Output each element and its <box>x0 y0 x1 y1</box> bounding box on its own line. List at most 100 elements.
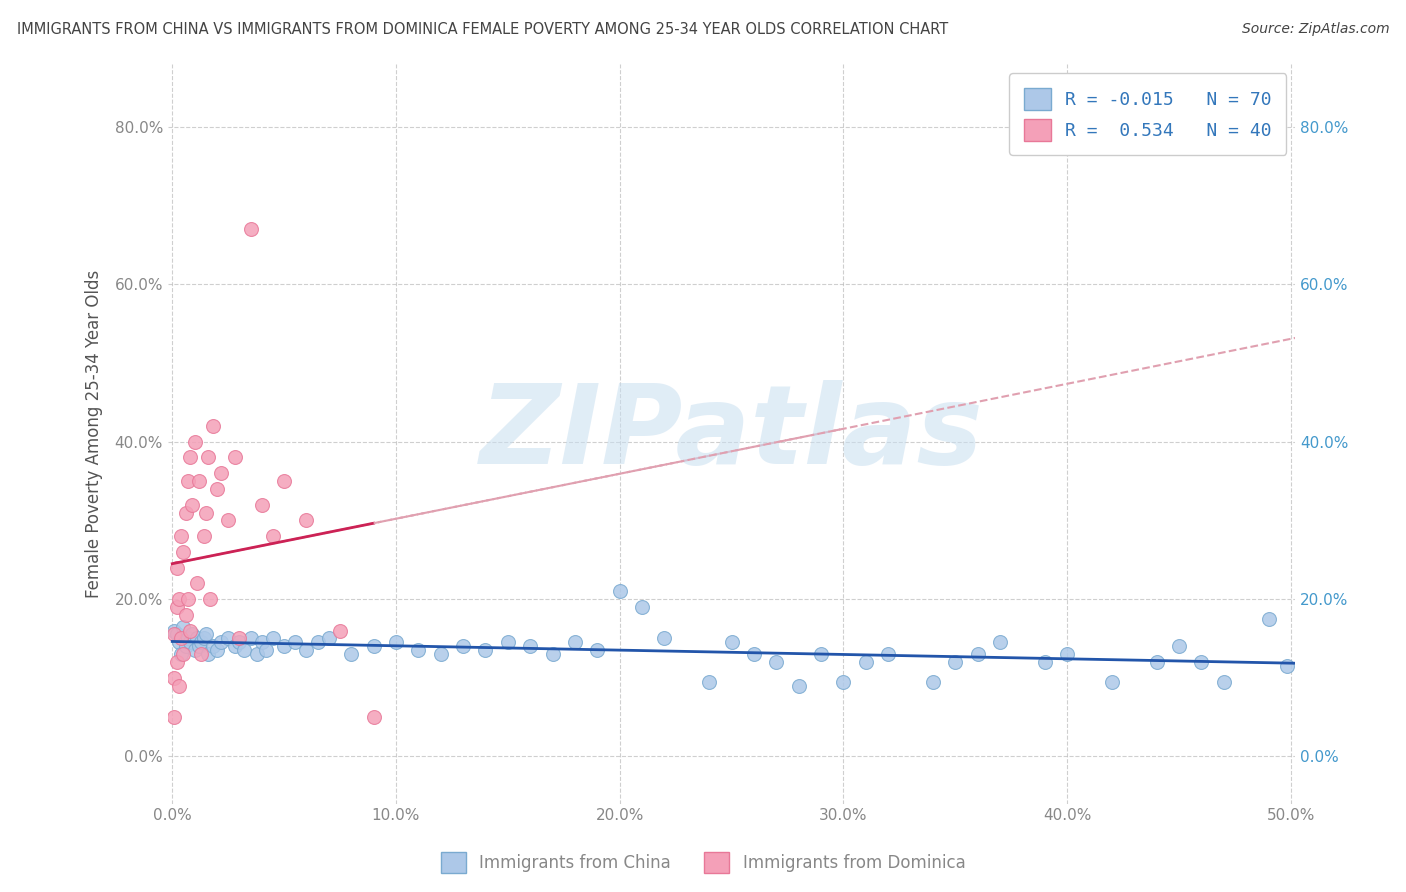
Point <box>224 640 246 654</box>
Point <box>217 632 239 646</box>
Point <box>183 434 205 449</box>
Point <box>174 640 197 654</box>
Point <box>163 624 186 638</box>
Point <box>246 647 269 661</box>
Point <box>166 599 188 614</box>
Point <box>1257 612 1279 626</box>
Point <box>166 560 188 574</box>
Point <box>188 640 211 654</box>
Point <box>166 627 188 641</box>
Point <box>179 635 201 649</box>
Text: Source: ZipAtlas.com: Source: ZipAtlas.com <box>1241 22 1389 37</box>
Point <box>988 635 1011 649</box>
Point <box>172 647 194 661</box>
Point <box>262 529 284 543</box>
Point <box>654 632 676 646</box>
Point <box>787 679 810 693</box>
Point <box>188 474 211 488</box>
Point <box>177 592 200 607</box>
Point <box>855 655 877 669</box>
Point <box>832 674 855 689</box>
Point <box>697 674 720 689</box>
Point <box>284 635 307 649</box>
Point <box>167 592 190 607</box>
Point <box>922 674 945 689</box>
Point <box>810 647 832 661</box>
Point <box>174 506 197 520</box>
Legend: Immigrants from China, Immigrants from Dominica: Immigrants from China, Immigrants from D… <box>434 846 972 880</box>
Point <box>273 640 295 654</box>
Point <box>190 647 212 661</box>
Point <box>1146 655 1168 669</box>
Point <box>163 627 186 641</box>
Point <box>250 635 273 649</box>
Point <box>197 647 219 661</box>
Point <box>167 679 190 693</box>
Point <box>170 632 193 646</box>
Point <box>217 513 239 527</box>
Point <box>166 655 188 669</box>
Point <box>201 640 224 654</box>
Point <box>193 529 215 543</box>
Point <box>224 450 246 465</box>
Point <box>170 529 193 543</box>
Point <box>228 632 250 646</box>
Point <box>609 584 631 599</box>
Point <box>307 635 329 649</box>
Point <box>340 647 363 661</box>
Point <box>496 635 519 649</box>
Point <box>179 624 201 638</box>
Point <box>318 632 340 646</box>
Point <box>177 632 200 646</box>
Point <box>163 710 186 724</box>
Text: IMMIGRANTS FROM CHINA VS IMMIGRANTS FROM DOMINICA FEMALE POVERTY AMONG 25-34 YEA: IMMIGRANTS FROM CHINA VS IMMIGRANTS FROM… <box>17 22 948 37</box>
Point <box>201 419 224 434</box>
Point <box>190 635 212 649</box>
Point <box>631 599 654 614</box>
Point <box>564 635 586 649</box>
Point <box>429 647 451 661</box>
Point <box>1191 655 1213 669</box>
Point <box>1056 647 1078 661</box>
Point <box>363 710 385 724</box>
Point <box>1033 655 1056 669</box>
Point <box>451 640 474 654</box>
Point <box>181 627 204 641</box>
Point <box>200 592 222 607</box>
Point <box>183 643 205 657</box>
Point <box>1275 659 1298 673</box>
Point <box>232 643 254 657</box>
Point <box>1101 674 1123 689</box>
Point <box>1168 640 1191 654</box>
Point <box>211 466 233 480</box>
Point <box>720 635 742 649</box>
Point <box>179 450 201 465</box>
Point <box>519 640 541 654</box>
Point <box>170 647 193 661</box>
Point <box>250 498 273 512</box>
Point <box>194 506 217 520</box>
Point <box>181 498 204 512</box>
Point <box>295 643 318 657</box>
Point <box>295 513 318 527</box>
Point <box>167 635 190 649</box>
Y-axis label: Female Poverty Among 25-34 Year Olds: Female Poverty Among 25-34 Year Olds <box>86 269 103 598</box>
Point <box>174 607 197 622</box>
Point <box>197 450 219 465</box>
Legend: R = -0.015   N = 70, R =  0.534   N = 40: R = -0.015 N = 70, R = 0.534 N = 40 <box>1010 73 1286 155</box>
Point <box>239 632 262 646</box>
Point <box>262 632 284 646</box>
Point <box>254 643 277 657</box>
Point <box>363 640 385 654</box>
Point <box>943 655 966 669</box>
Point <box>966 647 988 661</box>
Point <box>163 671 186 685</box>
Point <box>474 643 496 657</box>
Point <box>205 482 228 496</box>
Text: ZIPatlas: ZIPatlas <box>479 380 983 487</box>
Point <box>186 576 208 591</box>
Point <box>186 632 208 646</box>
Point <box>211 635 233 649</box>
Point <box>239 222 262 236</box>
Point <box>205 643 228 657</box>
